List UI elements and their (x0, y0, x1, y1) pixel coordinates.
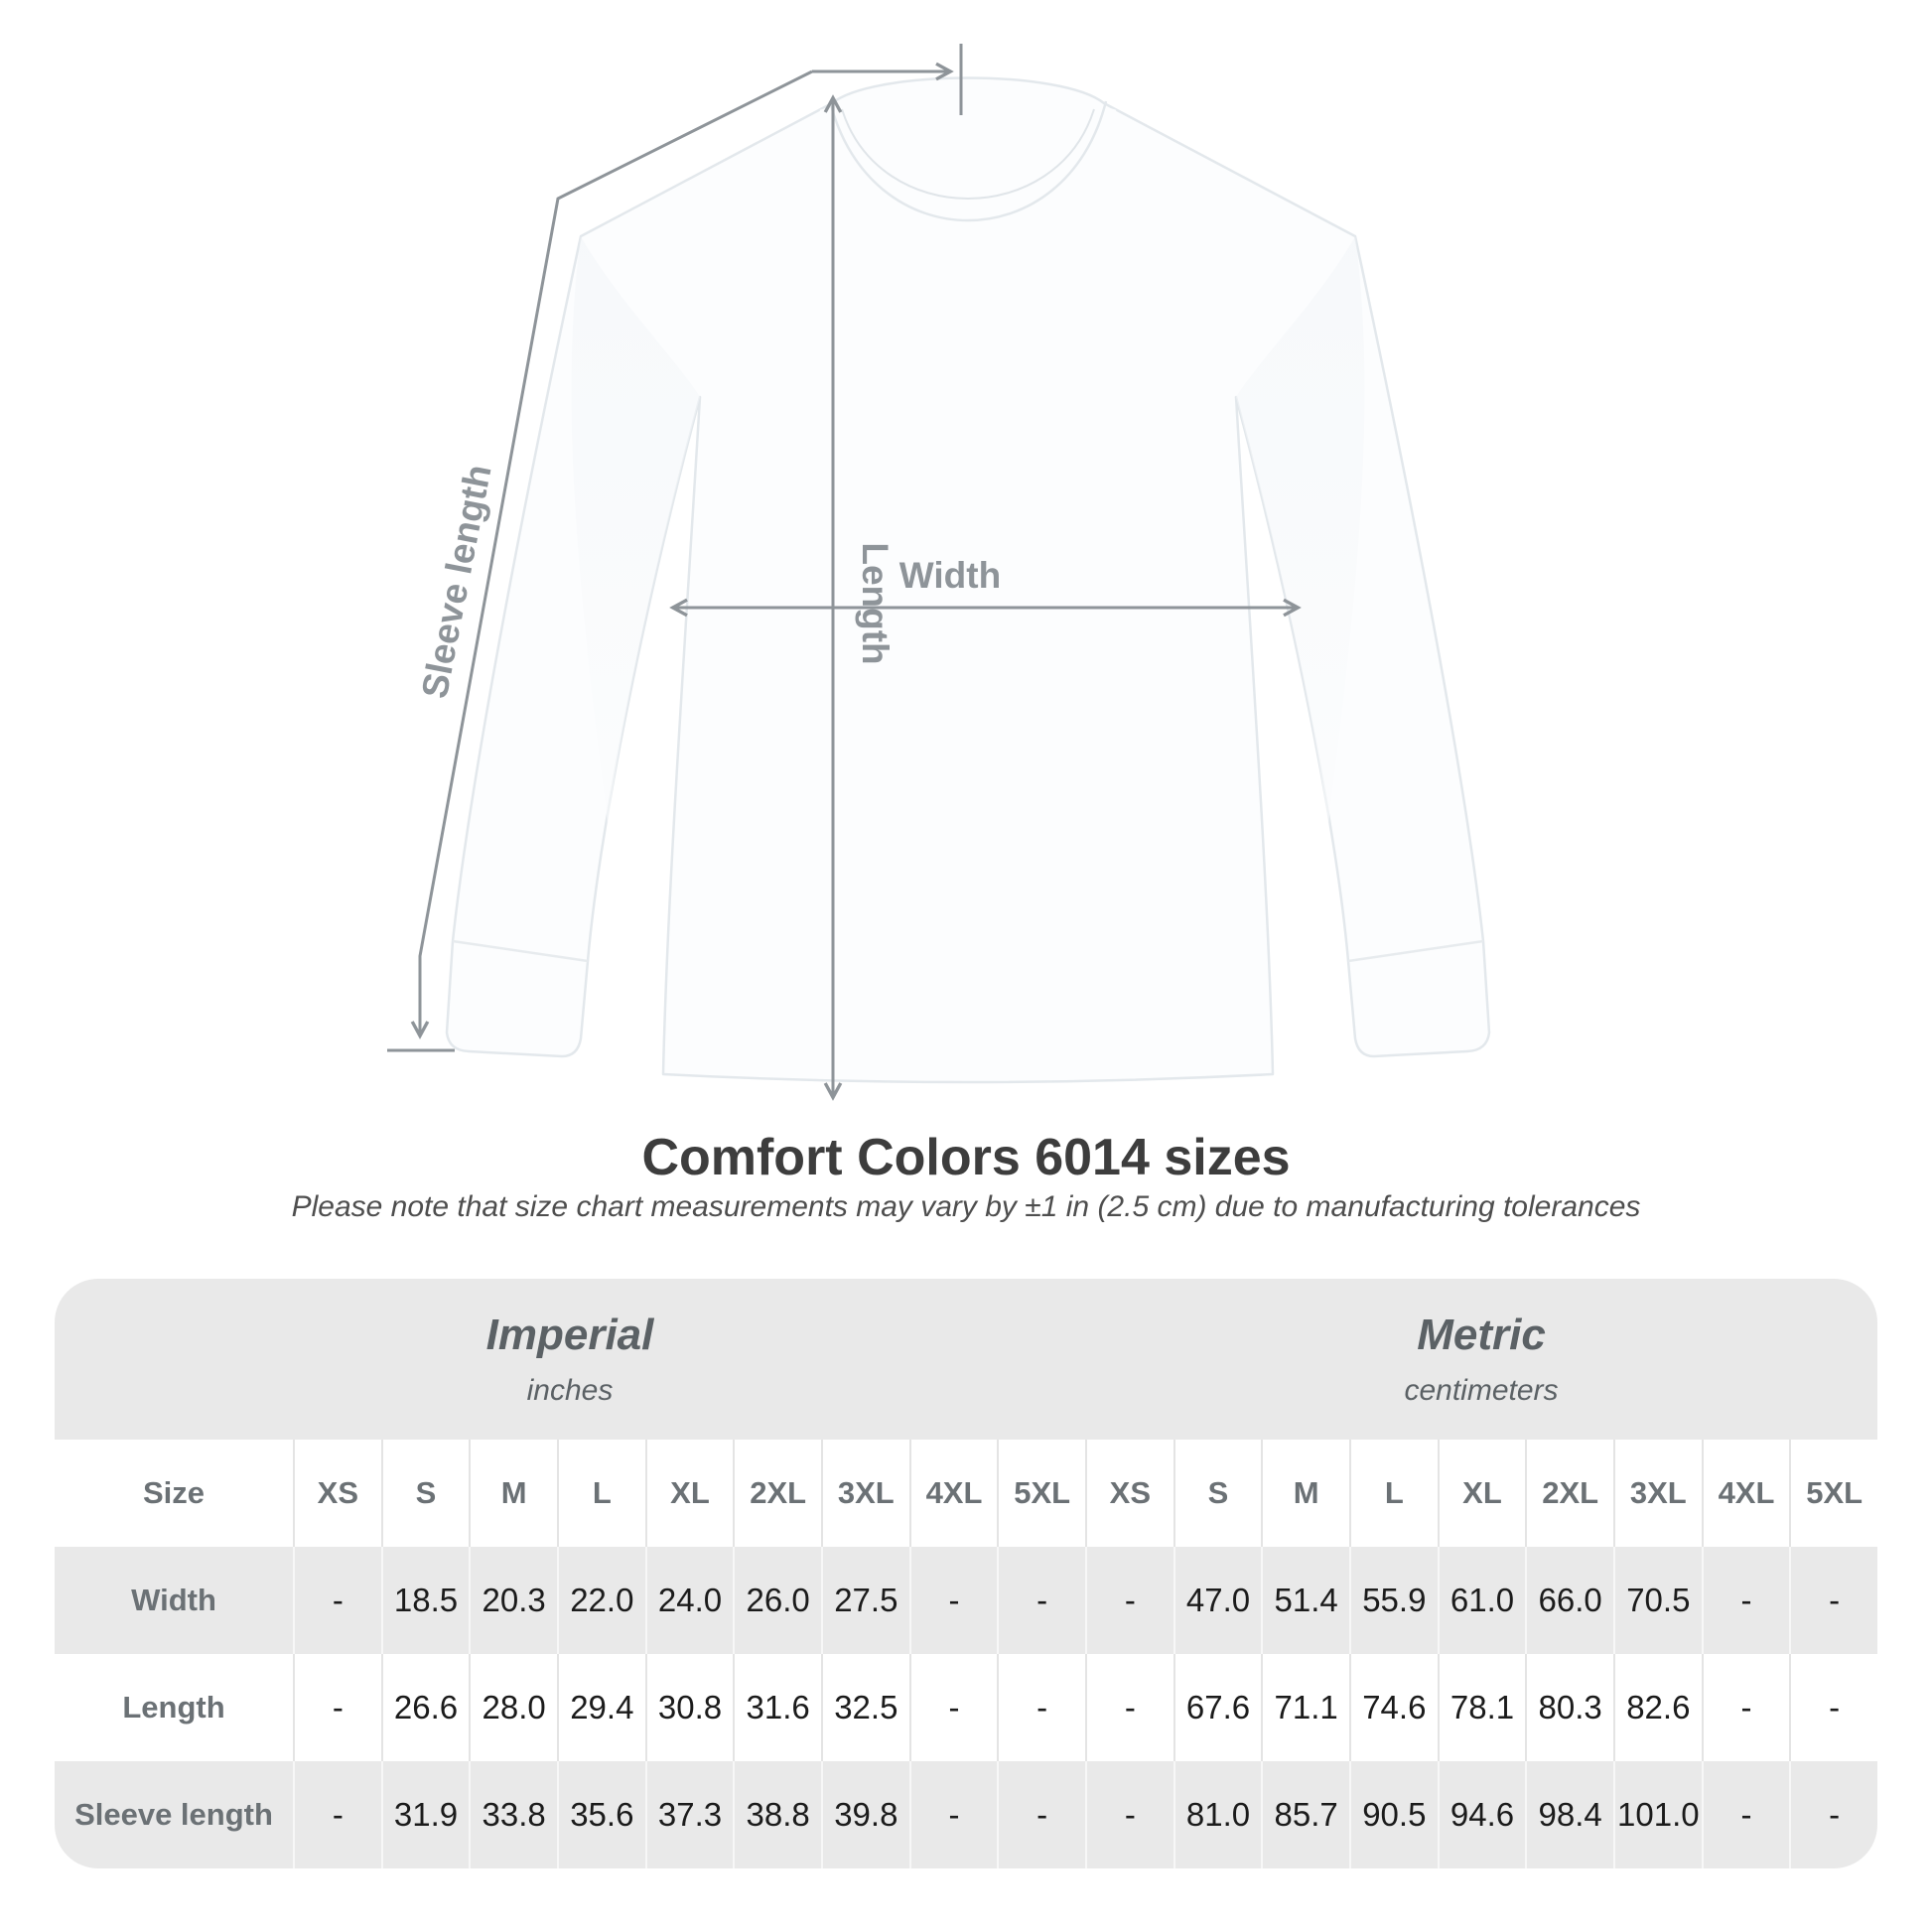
cell: - (908, 1761, 998, 1868)
page-title: Comfort Colors 6014 sizes (641, 1129, 1291, 1186)
table-row-sleeve-length: Sleeve length - 31.9 33.8 35.6 37.3 38.8… (55, 1761, 1877, 1868)
imperial-header: Imperial inches (55, 1279, 1085, 1440)
size-col-metric-xl: XL (1437, 1440, 1526, 1547)
cell: 37.3 (644, 1761, 734, 1868)
cell: 26.0 (733, 1547, 821, 1654)
unit-header-row: Imperial inches Metric centimeters (55, 1279, 1877, 1440)
tolerance-note: Please note that size chart measurements… (291, 1190, 1641, 1223)
size-col-imperial-4xl: 4XL (908, 1440, 998, 1547)
size-col-imperial-2xl: 2XL (733, 1440, 821, 1547)
cell: - (1084, 1761, 1173, 1868)
size-col-imperial-3xl: 3XL (820, 1440, 909, 1547)
cell: 28.0 (469, 1654, 557, 1761)
cell: 51.4 (1261, 1547, 1349, 1654)
cell: 27.5 (820, 1547, 909, 1654)
size-table: Imperial inches Metric centimeters Size … (55, 1279, 1877, 1868)
cell: 29.4 (556, 1654, 645, 1761)
cell: 35.6 (556, 1761, 645, 1868)
measurement-annotations (387, 44, 1302, 1101)
cell: 33.8 (469, 1761, 557, 1868)
cell: - (293, 1547, 381, 1654)
metric-title: Metric (1417, 1311, 1546, 1359)
cell: - (1084, 1654, 1173, 1761)
row-label: Sleeve length (74, 1797, 273, 1832)
cell: 90.5 (1348, 1761, 1438, 1868)
sleeve-length-arrow (410, 69, 813, 1039)
size-col-imperial-m: M (469, 1440, 557, 1547)
size-col-imperial-5xl: 5XL (997, 1440, 1085, 1547)
cell: 70.5 (1612, 1547, 1702, 1654)
cell: 71.1 (1261, 1654, 1349, 1761)
sleeve-length-arrow-label: Sleeve length (414, 462, 499, 702)
cell: - (1701, 1761, 1790, 1868)
size-col-metric-4xl: 4XL (1701, 1440, 1790, 1547)
cell: 22.0 (556, 1547, 645, 1654)
cell: 55.9 (1348, 1547, 1438, 1654)
table-row-width: Width - 18.5 20.3 22.0 24.0 26.0 27.5 - … (55, 1547, 1877, 1654)
cell: 85.7 (1261, 1761, 1349, 1868)
cell: 26.6 (380, 1654, 470, 1761)
size-col-metric-l: L (1348, 1440, 1438, 1547)
cell: 94.6 (1437, 1761, 1526, 1868)
metric-subtitle: centimeters (1404, 1374, 1559, 1407)
cell: 81.0 (1173, 1761, 1262, 1868)
long-sleeve-shirt (445, 76, 1491, 1084)
cell: 66.0 (1525, 1547, 1613, 1654)
cell: 61.0 (1437, 1547, 1526, 1654)
size-col-metric-xs: XS (1084, 1440, 1173, 1547)
size-col-imperial-xl: XL (644, 1440, 734, 1547)
size-col-metric-m: M (1261, 1440, 1349, 1547)
cell: 32.5 (820, 1654, 909, 1761)
size-col-metric-s: S (1173, 1440, 1262, 1547)
size-corner-label: Size (142, 1475, 206, 1510)
size-header-row: Size XS S M L XL 2XL 3XL 4XL 5XL XS S M … (55, 1440, 1877, 1547)
size-col-imperial-l: L (556, 1440, 645, 1547)
cell: 78.1 (1437, 1654, 1526, 1761)
size-col-metric-2xl: 2XL (1525, 1440, 1613, 1547)
cell: 31.6 (733, 1654, 821, 1761)
table-row-length: Length - 26.6 28.0 29.4 30.8 31.6 32.5 -… (55, 1654, 1877, 1761)
imperial-title: Imperial (485, 1311, 654, 1359)
size-col-imperial-xs: XS (293, 1440, 381, 1547)
shirt-measurement-diagram: Length Width Sleeve length (387, 44, 1491, 1101)
cell: 74.6 (1348, 1654, 1438, 1761)
cell: - (997, 1654, 1085, 1761)
row-label: Length (122, 1690, 225, 1725)
size-col-imperial-s: S (380, 1440, 470, 1547)
cell: 101.0 (1612, 1761, 1702, 1868)
length-arrow-label: Length (855, 542, 896, 664)
cell: - (1084, 1547, 1173, 1654)
cell: 82.6 (1612, 1654, 1702, 1761)
width-arrow-label: Width (899, 555, 1001, 596)
cell: 31.9 (380, 1761, 470, 1868)
cell: - (908, 1654, 998, 1761)
cell: - (997, 1761, 1085, 1868)
row-label: Width (131, 1583, 216, 1617)
cell: 80.3 (1525, 1654, 1613, 1761)
cell: - (293, 1761, 381, 1868)
cell: 18.5 (380, 1547, 470, 1654)
cell: 39.8 (820, 1761, 909, 1868)
cell: - (997, 1547, 1085, 1654)
cell: - (1789, 1654, 1877, 1761)
imperial-subtitle: inches (526, 1374, 614, 1407)
cell: - (1701, 1547, 1790, 1654)
cell: 67.6 (1173, 1654, 1262, 1761)
size-col-metric-3xl: 3XL (1612, 1440, 1702, 1547)
cell: - (1789, 1547, 1877, 1654)
cell: 20.3 (469, 1547, 557, 1654)
cell: 24.0 (644, 1547, 734, 1654)
cell: - (293, 1654, 381, 1761)
cell: - (908, 1547, 998, 1654)
cell: - (1701, 1654, 1790, 1761)
cell: 30.8 (644, 1654, 734, 1761)
cell: - (1789, 1761, 1877, 1868)
cell: 98.4 (1525, 1761, 1613, 1868)
metric-header: Metric centimeters (1085, 1279, 1877, 1440)
cell: 47.0 (1173, 1547, 1262, 1654)
cell: 38.8 (733, 1761, 821, 1868)
size-col-metric-5xl: 5XL (1789, 1440, 1877, 1547)
